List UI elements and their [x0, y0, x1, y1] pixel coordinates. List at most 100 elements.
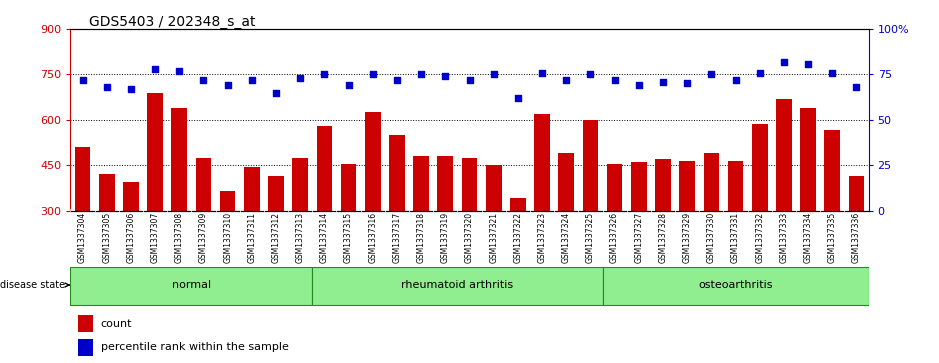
- Text: GSM1337313: GSM1337313: [296, 212, 304, 263]
- Point: [413, 72, 428, 77]
- Text: GSM1337335: GSM1337335: [828, 212, 837, 263]
- Point: [390, 77, 405, 83]
- Point: [196, 77, 211, 83]
- Bar: [195, 158, 211, 301]
- Text: GSM1337330: GSM1337330: [707, 212, 716, 263]
- Bar: [462, 158, 477, 301]
- Text: rheumatoid arthritis: rheumatoid arthritis: [401, 280, 514, 290]
- Bar: [244, 167, 260, 301]
- Text: GSM1337324: GSM1337324: [562, 212, 571, 263]
- Bar: [365, 112, 380, 301]
- Text: count: count: [100, 318, 132, 329]
- Text: GSM1337316: GSM1337316: [368, 212, 377, 263]
- Bar: [534, 114, 550, 301]
- Bar: [147, 93, 163, 301]
- Text: GSM1337334: GSM1337334: [804, 212, 812, 263]
- Bar: [510, 199, 526, 301]
- Point: [123, 86, 138, 92]
- Point: [680, 81, 695, 86]
- Text: percentile rank within the sample: percentile rank within the sample: [100, 342, 288, 352]
- Point: [486, 72, 501, 77]
- Bar: [849, 176, 864, 301]
- Bar: [341, 164, 357, 301]
- Bar: [752, 124, 767, 301]
- Point: [365, 72, 380, 77]
- Text: GSM1337315: GSM1337315: [344, 212, 353, 263]
- Point: [704, 72, 719, 77]
- Text: GSM1337309: GSM1337309: [199, 212, 208, 263]
- Bar: [172, 108, 187, 301]
- Point: [583, 72, 598, 77]
- Point: [631, 82, 646, 88]
- Text: GSM1337306: GSM1337306: [127, 212, 135, 263]
- Bar: [800, 108, 816, 301]
- Bar: [728, 160, 744, 301]
- FancyBboxPatch shape: [313, 267, 603, 305]
- Point: [801, 61, 816, 66]
- Point: [608, 77, 623, 83]
- Text: GSM1337305: GSM1337305: [102, 212, 111, 263]
- Bar: [582, 120, 598, 301]
- Text: GSM1337304: GSM1337304: [78, 212, 87, 263]
- Point: [316, 72, 331, 77]
- Bar: [655, 159, 670, 301]
- Bar: [703, 153, 719, 301]
- Bar: [607, 164, 623, 301]
- Text: GSM1337332: GSM1337332: [755, 212, 764, 263]
- Point: [75, 77, 90, 83]
- Point: [341, 82, 356, 88]
- Point: [100, 84, 115, 90]
- Point: [534, 70, 549, 76]
- Text: normal: normal: [172, 280, 211, 290]
- Point: [777, 59, 792, 65]
- Point: [728, 77, 743, 83]
- FancyBboxPatch shape: [70, 267, 313, 305]
- Point: [172, 68, 187, 74]
- Bar: [99, 174, 115, 301]
- Text: GSM1337310: GSM1337310: [223, 212, 232, 263]
- Bar: [75, 147, 90, 301]
- Text: GSM1337318: GSM1337318: [417, 212, 425, 262]
- Text: GSM1337325: GSM1337325: [586, 212, 595, 263]
- Point: [824, 70, 839, 76]
- Text: GDS5403 / 202348_s_at: GDS5403 / 202348_s_at: [89, 15, 255, 29]
- Point: [559, 77, 574, 83]
- Point: [220, 82, 235, 88]
- Text: GSM1337308: GSM1337308: [175, 212, 184, 263]
- Bar: [485, 165, 501, 301]
- Text: GSM1337326: GSM1337326: [610, 212, 619, 263]
- Text: GSM1337320: GSM1337320: [465, 212, 474, 263]
- FancyBboxPatch shape: [603, 267, 869, 305]
- Point: [511, 95, 526, 101]
- Point: [752, 70, 767, 76]
- Bar: [220, 191, 236, 301]
- Point: [462, 77, 477, 83]
- Text: GSM1337321: GSM1337321: [489, 212, 499, 262]
- Bar: [123, 182, 139, 301]
- Bar: [316, 126, 332, 301]
- Bar: [631, 162, 647, 301]
- Text: GSM1337307: GSM1337307: [150, 212, 160, 263]
- Bar: [413, 156, 429, 301]
- Point: [147, 66, 162, 72]
- Bar: [389, 135, 405, 301]
- Text: GSM1337329: GSM1337329: [683, 212, 692, 263]
- Bar: [824, 130, 840, 301]
- Text: GSM1337317: GSM1337317: [393, 212, 402, 263]
- Text: GSM1337333: GSM1337333: [779, 212, 789, 263]
- Text: GSM1337322: GSM1337322: [514, 212, 522, 262]
- Bar: [559, 153, 574, 301]
- Bar: [776, 99, 792, 301]
- Text: GSM1337336: GSM1337336: [852, 212, 861, 263]
- Bar: [438, 156, 454, 301]
- Text: GSM1337328: GSM1337328: [658, 212, 668, 262]
- Text: osteoarthritis: osteoarthritis: [699, 280, 773, 290]
- Point: [849, 84, 864, 90]
- Bar: [79, 339, 93, 356]
- Text: GSM1337312: GSM1337312: [271, 212, 281, 262]
- Text: GSM1337331: GSM1337331: [731, 212, 740, 263]
- Text: GSM1337314: GSM1337314: [320, 212, 329, 263]
- Bar: [269, 176, 284, 301]
- Bar: [292, 158, 308, 301]
- Bar: [79, 315, 93, 332]
